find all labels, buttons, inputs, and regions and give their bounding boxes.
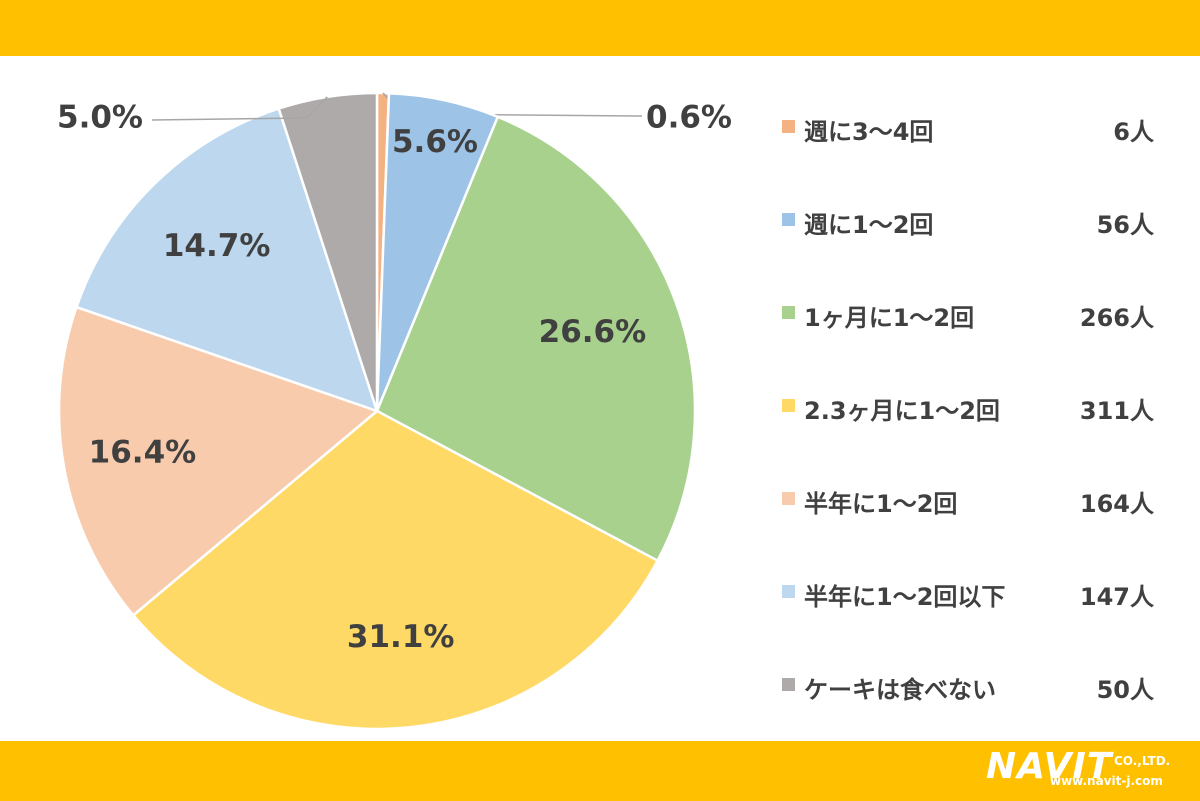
legend-count: 164人 <box>1079 490 1154 518</box>
legend-label: 半年に1〜2回以下 <box>804 583 1006 611</box>
legend-item-1: 週に1〜2回 56人 <box>760 199 1160 239</box>
pie-slice-3 <box>131 409 660 731</box>
legend-label: 半年に1〜2回 <box>804 490 958 518</box>
legend-label: 週に1〜2回 <box>804 211 934 239</box>
legend-item-4: 半年に1〜2回 164人 <box>760 478 1160 518</box>
pie-slice-label-6: 5.0% <box>57 100 143 136</box>
legend-swatch <box>782 306 795 319</box>
pie-slice-label-2: 26.6% <box>539 314 647 350</box>
pie-slice-label-0: 0.6% <box>646 100 732 136</box>
logo-url: www.navit-j.com <box>1050 774 1163 788</box>
logo-suffix: CO.,LTD. <box>1114 754 1171 768</box>
pie-slice-2 <box>375 115 697 563</box>
bottom-banner <box>0 741 1200 801</box>
legend-count: 266人 <box>1079 304 1154 332</box>
leader-line-6 <box>151 96 328 121</box>
legend-count: 311人 <box>1079 397 1154 425</box>
navit-logo: NAVIT CO.,LTD. www.navit-j.com <box>986 746 1186 796</box>
legend-swatch <box>782 678 795 691</box>
legend-item-5: 半年に1〜2回以下 147人 <box>760 571 1160 611</box>
legend-swatch <box>782 585 795 598</box>
legend-swatch <box>782 213 795 226</box>
legend-label: 1ヶ月に1〜2回 <box>804 304 975 332</box>
legend-item-3: 2.3ヶ月に1〜2回 311人 <box>760 385 1160 425</box>
legend-item-0: 週に3〜4回 6人 <box>760 106 1160 146</box>
logo-wordmark: NAVIT <box>986 746 1113 787</box>
legend-item-2: 1ヶ月に1〜2回 266人 <box>760 292 1160 332</box>
legend-count: 147人 <box>1079 583 1154 611</box>
legend-item-6: ケーキは食べない 50人 <box>760 664 1160 704</box>
legend-label: 2.3ヶ月に1〜2回 <box>804 397 1000 425</box>
legend-count: 6人 <box>1113 118 1154 146</box>
legend-label: ケーキは食べない <box>804 676 996 704</box>
legend-swatch <box>782 399 795 412</box>
legend-swatch <box>782 120 795 133</box>
legend-count: 50人 <box>1096 676 1154 704</box>
pie-chart: 0.6% 5.6% 26.6% 31.1% 16.4% 14.7% 5.0% <box>57 91 732 731</box>
legend-label: 週に3〜4回 <box>804 118 934 146</box>
pie-slice-label-4: 16.4% <box>89 435 197 471</box>
pie-slice-label-1: 5.6% <box>392 124 478 160</box>
chart-legend: 週に3〜4回 6人週に1〜2回 56人 1ヶ月に1〜2回 266人 2.3ヶ月に1〜2回 3… <box>760 56 1180 741</box>
legend-swatch <box>782 492 795 505</box>
pie-slice-label-5: 14.7% <box>163 228 271 264</box>
legend-count: 56人 <box>1096 211 1154 239</box>
pie-slice-label-3: 31.1% <box>347 619 455 655</box>
top-banner <box>0 0 1200 56</box>
